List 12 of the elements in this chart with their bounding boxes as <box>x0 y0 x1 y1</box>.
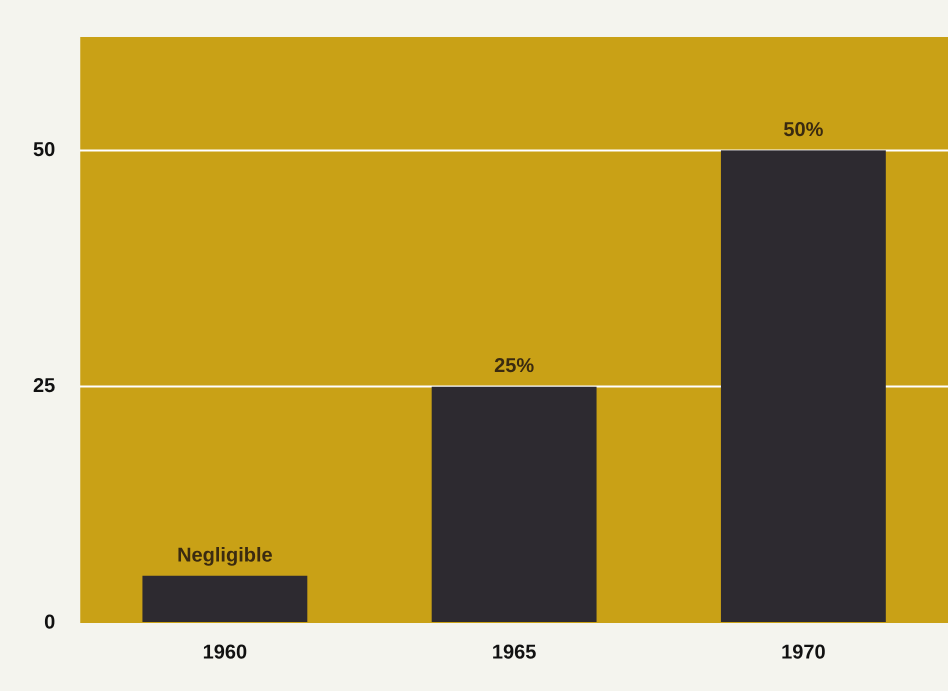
data-label: Negligible <box>177 544 273 566</box>
x-tick-label: 1960 <box>202 642 248 664</box>
data-label: 50% <box>783 118 824 141</box>
y-tick-label: 25 <box>32 375 56 398</box>
x-tick-label: 1965 <box>492 642 536 664</box>
y-tick-label: 50 <box>32 138 56 161</box>
y-tick-label: 0 <box>44 612 56 634</box>
x-tick-label: 1970 <box>781 642 826 664</box>
bar <box>720 150 886 622</box>
bar <box>142 576 308 622</box>
bar <box>432 386 597 622</box>
data-label: 25% <box>494 355 534 378</box>
